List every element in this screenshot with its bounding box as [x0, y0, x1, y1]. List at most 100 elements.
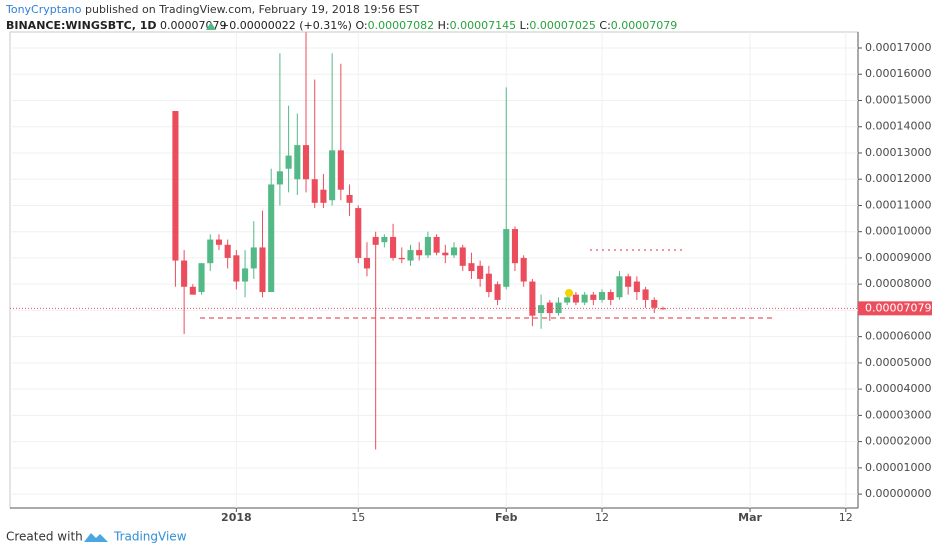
symbol-line: BINANCE:WINGSBTC, 1D 0.00007079: [6, 19, 227, 32]
candle-body: [294, 145, 301, 180]
candle-body: [659, 308, 667, 310]
candle-body: [651, 299, 658, 308]
brand[interactable]: TradingView: [113, 530, 187, 544]
axes: 0.00000000 0.00001000 0.00002000 0.00003000…: [10, 41, 932, 524]
low-label: L:: [520, 19, 530, 32]
candle-body: [598, 292, 606, 300]
high-label: H:: [438, 19, 450, 32]
candle-body: [546, 302, 553, 314]
candle-body: [494, 284, 501, 300]
candle-body: [276, 171, 283, 185]
candle-body: [215, 239, 222, 245]
candle-body: [477, 265, 484, 279]
candle-body: [459, 247, 466, 266]
author[interactable]: TonyCryptano: [5, 3, 82, 16]
low: 0.00007025: [529, 19, 595, 32]
candle-body: [242, 268, 249, 282]
ohlc-line: +0.00000022 (+0.31%) O:0.00007082 H:0.00…: [220, 19, 677, 32]
y-tick-label: 0.00003000: [865, 408, 931, 421]
candle-body: [250, 247, 257, 269]
publish-line: TonyCryptano published on TradingView.co…: [5, 3, 419, 16]
candle-body: [311, 179, 318, 203]
candle-body: [633, 281, 640, 293]
y-tick-label: 0.00002000: [865, 435, 931, 448]
candle-body: [572, 294, 579, 303]
candle-body: [625, 276, 632, 287]
candle-body: [259, 247, 266, 293]
candle-body: [268, 184, 275, 293]
y-tick-label: 0.00016000: [865, 67, 931, 80]
candles: [172, 32, 667, 450]
y-tick-label: 0.00010000: [865, 225, 931, 238]
last-price-label: 0.00007079: [865, 301, 931, 314]
y-tick-label: 0.00011000: [865, 198, 931, 211]
y-tick-label: 0.00008000: [865, 277, 931, 290]
candle-body: [642, 289, 649, 300]
candle-body: [346, 194, 353, 203]
candle-body: [329, 150, 336, 201]
candle-body: [372, 236, 379, 245]
candle-body: [189, 286, 196, 295]
open: 0.00007082: [368, 19, 434, 32]
candle-body: [485, 273, 492, 293]
candle-body: [407, 250, 414, 261]
candle-body: [433, 236, 440, 253]
candle-body: [564, 297, 571, 303]
candle-body: [224, 244, 231, 258]
candle-body: [181, 260, 188, 287]
candle-body: [416, 250, 423, 256]
candle-body: [172, 110, 179, 261]
x-tick-label: Feb: [495, 511, 518, 524]
footer-bar: [0, 525, 932, 550]
candle-body: [555, 302, 562, 314]
candle-body: [581, 294, 588, 303]
marker: [565, 289, 573, 297]
y-tick-label: 0.00001000: [865, 461, 931, 474]
candle-body: [320, 189, 327, 203]
candle-body: [198, 263, 205, 293]
x-tick-label: 2018: [221, 511, 252, 524]
candle-body: [607, 292, 614, 300]
candle-body: [590, 294, 597, 300]
candle-body: [398, 257, 405, 260]
candle-body: [285, 155, 292, 169]
y-tick-label: 0.00009000: [865, 251, 931, 264]
candle-body: [390, 236, 397, 258]
candle-body: [363, 257, 371, 269]
candle-body: [503, 229, 510, 287]
last-price-box: [858, 301, 932, 316]
y-tick-label: 0.00013000: [865, 146, 931, 159]
logo: [84, 533, 108, 542]
plot-area: [9, 31, 859, 509]
candle-body: [529, 281, 536, 316]
candle-body: [538, 305, 545, 314]
up-arrow: [206, 22, 216, 30]
candle-body: [424, 236, 431, 256]
candle-body: [337, 150, 344, 190]
x-tick-label: 12: [595, 511, 609, 524]
candle-body: [520, 257, 527, 282]
x-tick-label: 15: [351, 511, 365, 524]
y-tick-label: 0.00005000: [865, 356, 931, 369]
open-label: O:: [355, 19, 367, 32]
candle-body: [468, 263, 475, 272]
high: 0.00007145: [450, 19, 516, 32]
y-tick-label: 0.00017000: [865, 41, 931, 54]
y-tick-label: 0.00014000: [865, 120, 931, 133]
candle-body: [450, 247, 458, 256]
change: +0.00000022 (+0.31%): [220, 19, 352, 32]
published: published on TradingView.com, February 1…: [85, 3, 419, 16]
created-with: Created with: [6, 530, 83, 544]
x-tick-label: 12: [839, 511, 853, 524]
close-label: C:: [599, 19, 610, 32]
close: 0.00007079: [611, 19, 677, 32]
candle-body: [442, 252, 449, 256]
candle-body: [302, 145, 310, 180]
y-tick-label: 0.00000000: [865, 487, 931, 500]
candle-body: [233, 255, 240, 282]
price: 0.00007079: [160, 19, 226, 32]
symbol: BINANCE:WINGSBTC, 1D: [6, 19, 157, 32]
candle-body: [511, 229, 519, 264]
